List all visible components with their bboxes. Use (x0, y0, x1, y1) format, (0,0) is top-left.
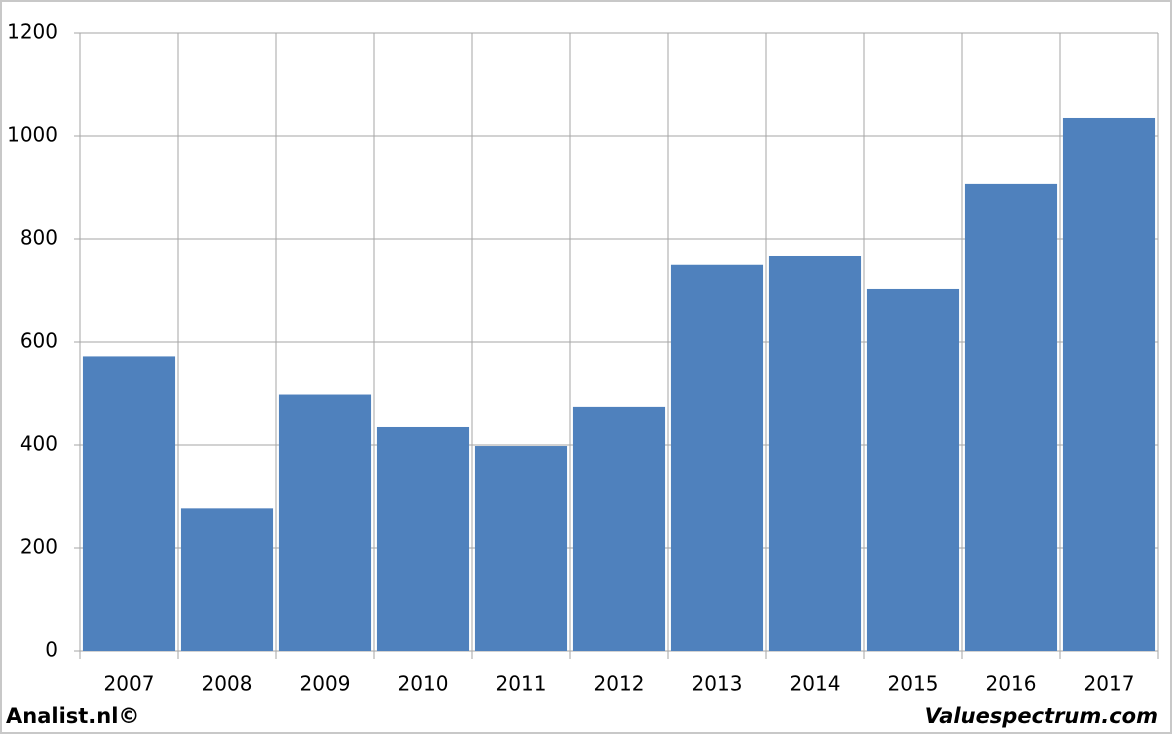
bar (964, 183, 1058, 651)
bar (1062, 117, 1156, 652)
y-tick-label: 1000 (7, 123, 58, 147)
bar (376, 426, 470, 651)
x-tick-label: 2007 (104, 672, 155, 696)
footer-right: Valuespectrum.com (925, 704, 1158, 728)
bar (278, 394, 372, 651)
bar (82, 356, 176, 651)
bar (768, 255, 862, 651)
y-tick-label: 0 (45, 638, 58, 662)
footer-left: Analist.nl© (6, 704, 139, 728)
y-tick-label: 1200 (7, 20, 58, 44)
bar (474, 446, 568, 651)
y-tick-label: 600 (20, 329, 58, 353)
y-tick-label: 800 (20, 226, 58, 250)
x-tick-label: 2017 (1084, 672, 1135, 696)
bar (670, 264, 764, 651)
x-tick-label: 2012 (594, 672, 645, 696)
x-tick-label: 2015 (888, 672, 939, 696)
x-tick-label: 2009 (300, 672, 351, 696)
y-tick-label: 400 (20, 432, 58, 456)
x-tick-label: 2013 (692, 672, 743, 696)
x-tick-label: 2008 (202, 672, 253, 696)
x-tick-label: 2011 (496, 672, 547, 696)
bar (866, 288, 960, 651)
y-tick-label: 200 (20, 535, 58, 559)
x-tick-label: 2010 (398, 672, 449, 696)
x-tick-label: 2014 (790, 672, 841, 696)
bar (572, 406, 666, 651)
x-tick-label: 2016 (986, 672, 1037, 696)
bar (180, 508, 274, 651)
